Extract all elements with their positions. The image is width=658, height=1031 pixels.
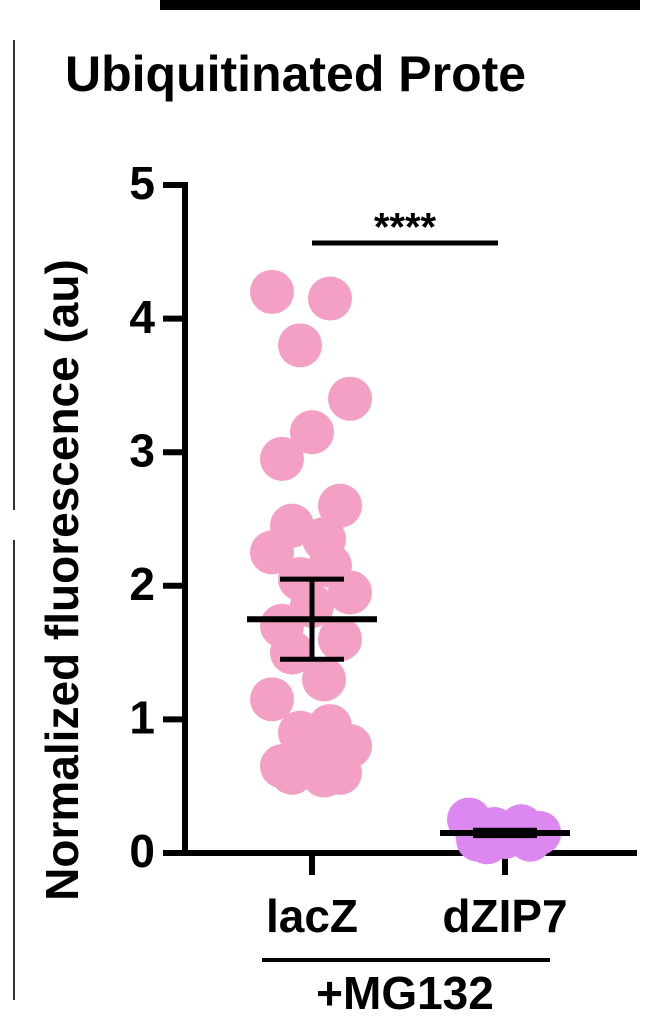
data-point <box>308 276 352 321</box>
x-tick-label: lacZ <box>266 890 358 942</box>
data-point <box>318 483 362 528</box>
y-tick-label: 1 <box>129 692 155 744</box>
y-tick-label: 5 <box>129 157 155 209</box>
y-tick-label: 3 <box>129 424 155 476</box>
y-tick-label: 2 <box>129 558 155 610</box>
data-point <box>250 677 294 722</box>
x-tick-label: dZIP7 <box>442 890 567 942</box>
data-point <box>328 376 372 421</box>
chart-title: Ubiquitinated Prote <box>65 46 526 102</box>
previous-panel-edge <box>160 0 640 10</box>
y-axis-label: Normalized fluorescence (au) <box>36 259 88 901</box>
data-point <box>302 753 346 798</box>
y-tick-label: 0 <box>129 825 155 877</box>
data-point <box>302 657 346 702</box>
data-point <box>508 817 553 862</box>
data-point <box>250 269 294 314</box>
y-tick-label: 4 <box>129 291 155 343</box>
data-point <box>250 530 294 575</box>
data-point <box>290 410 334 455</box>
data-point <box>270 750 314 795</box>
group-label: +MG132 <box>316 967 494 1019</box>
data-point <box>465 820 509 865</box>
data-point <box>278 323 322 368</box>
data-point <box>260 436 304 481</box>
data-point <box>270 630 314 675</box>
data-point <box>318 617 362 662</box>
